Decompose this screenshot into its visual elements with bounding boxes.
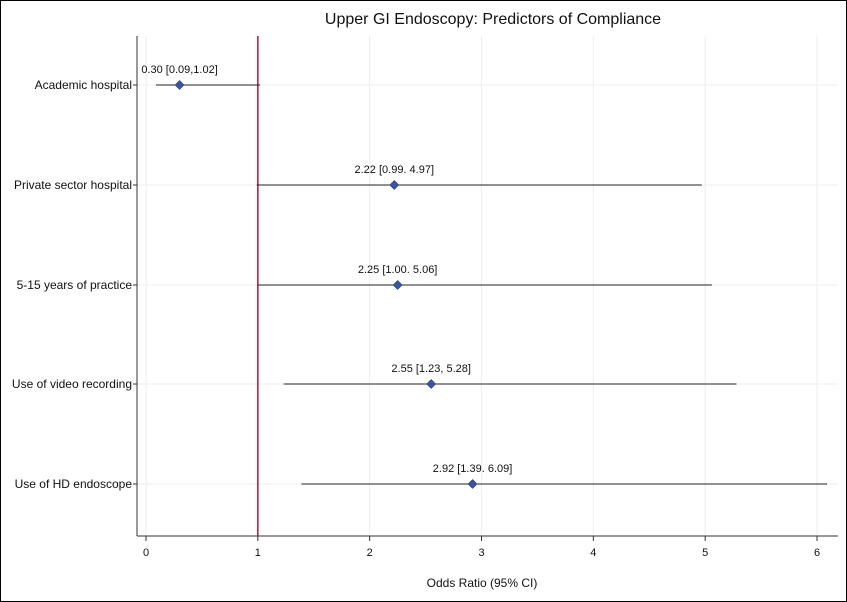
- point-estimate-marker: [467, 479, 478, 489]
- category-label: Private sector hospital: [14, 178, 132, 192]
- axes: 0 1 2 3 4 5 6: [136, 36, 838, 559]
- point-estimate-marker: [174, 80, 185, 90]
- data-label: 2.92 [1.39. 6.09]: [433, 463, 513, 475]
- category-label: Academic hospital: [35, 78, 132, 92]
- grid: [137, 36, 838, 536]
- x-tick-label: 1: [255, 547, 261, 559]
- data-label: 2.25 [1.00. 5.06]: [358, 264, 438, 276]
- data-label: 2.55 [1.23, 5.28]: [391, 363, 471, 375]
- category-label: Use of video recording: [12, 377, 132, 391]
- data-label: 0.30 [0.09,1.02]: [141, 64, 217, 76]
- data-label: 2.22 [0.99. 4.97]: [355, 164, 435, 176]
- category-label: 5-15 years of practice: [17, 278, 133, 292]
- x-tick-label: 2: [367, 547, 373, 559]
- chart-title: Upper GI Endoscopy: Predictors of Compli…: [325, 11, 661, 28]
- x-tick-label: 6: [814, 547, 820, 559]
- point-estimate-marker: [389, 180, 400, 190]
- rows: Academic hospital 0.30 [0.09,1.02] Private…: [12, 64, 828, 491]
- x-tick-label: 0: [143, 547, 149, 559]
- x-axis-title: Odds Ratio (95% CI): [427, 576, 538, 590]
- point-estimate-marker: [392, 280, 403, 290]
- category-label: Use of HD endoscope: [15, 477, 133, 491]
- point-estimate-marker: [426, 379, 437, 389]
- x-tick-label: 3: [478, 547, 484, 559]
- x-tick-label: 4: [590, 547, 596, 559]
- x-tick-label: 5: [702, 547, 708, 559]
